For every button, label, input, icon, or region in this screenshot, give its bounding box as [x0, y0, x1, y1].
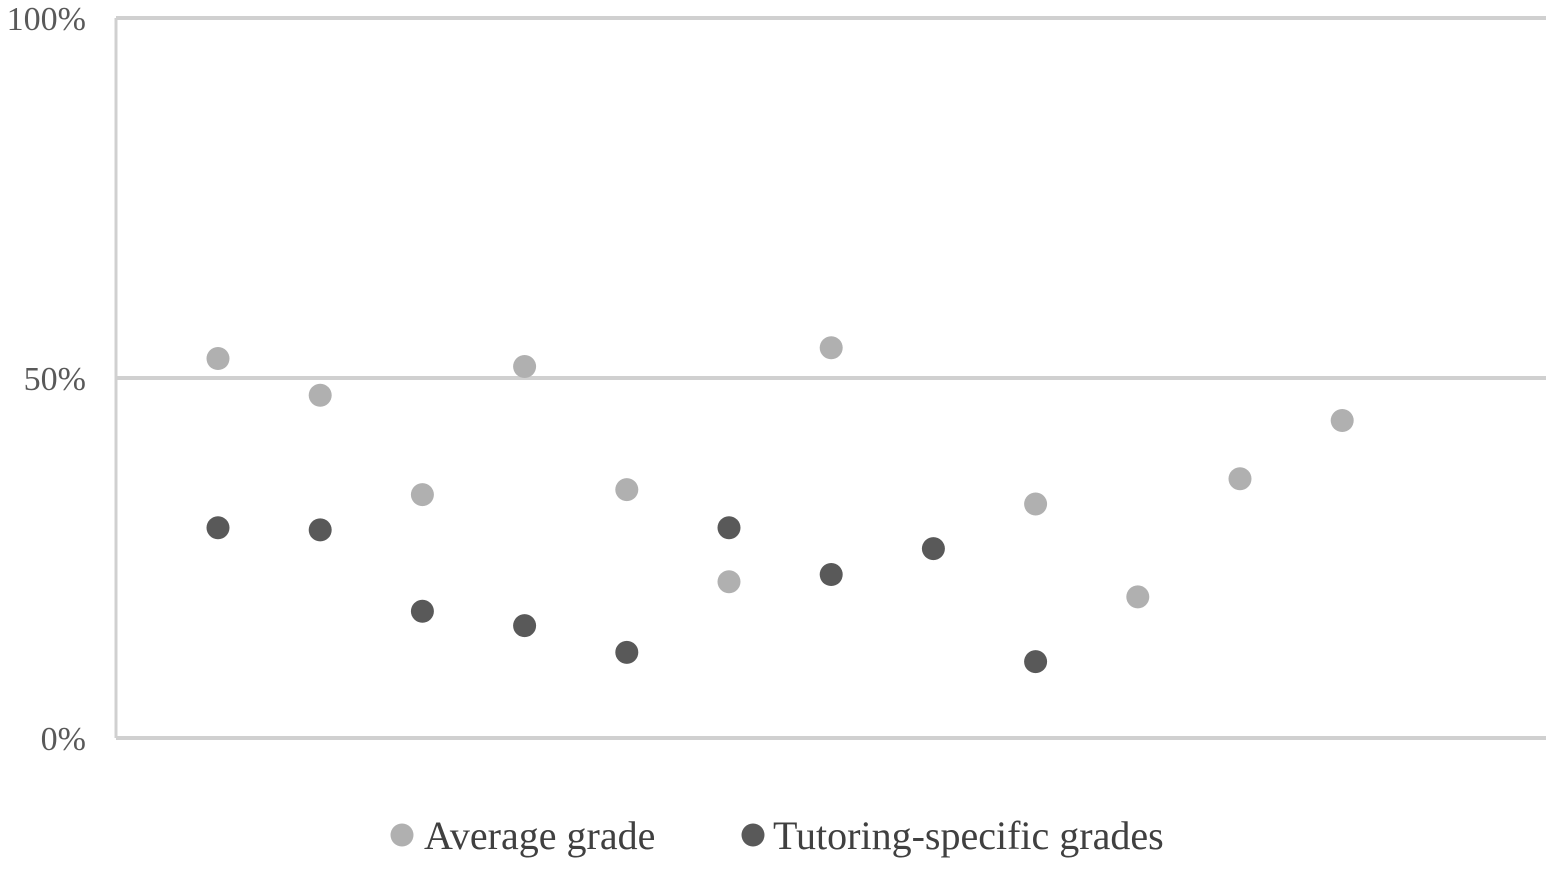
- legend-label: Tutoring-specific grades: [773, 813, 1164, 858]
- legend-item: Tutoring-specific grades: [741, 813, 1164, 858]
- data-point: [1024, 492, 1048, 516]
- y-tick-label: 0%: [41, 721, 86, 758]
- y-axis-ticks: 0% 50% 100%: [7, 1, 86, 758]
- y-tick-label: 50%: [24, 361, 86, 398]
- data-point: [717, 516, 741, 540]
- legend: Average grade Tutoring-specific grades: [390, 813, 1164, 858]
- legend-marker: [390, 823, 414, 847]
- legend-label: Average grade: [424, 813, 655, 858]
- data-point: [1330, 408, 1354, 432]
- data-point: [1126, 585, 1150, 609]
- data-point: [410, 483, 434, 507]
- data-point: [308, 518, 332, 542]
- data-point: [206, 516, 230, 540]
- data-point: [819, 563, 843, 587]
- data-point: [206, 347, 230, 371]
- data-point: [819, 336, 843, 360]
- legend-item: Average grade: [390, 813, 655, 858]
- series-2: [206, 516, 1048, 674]
- data-point: [615, 478, 639, 502]
- data-point: [615, 640, 639, 664]
- y-tick-label: 100%: [7, 1, 86, 38]
- data-point: [513, 354, 537, 378]
- series-1: [206, 336, 1354, 609]
- legend-marker: [741, 823, 765, 847]
- data-point: [717, 570, 741, 594]
- data-point: [921, 537, 945, 561]
- data-point: [308, 383, 332, 407]
- data-point: [513, 614, 537, 638]
- gridlines: [116, 16, 1546, 740]
- data-points: [206, 336, 1354, 674]
- data-point: [1228, 467, 1252, 491]
- data-point: [410, 599, 434, 623]
- data-point: [1024, 650, 1048, 674]
